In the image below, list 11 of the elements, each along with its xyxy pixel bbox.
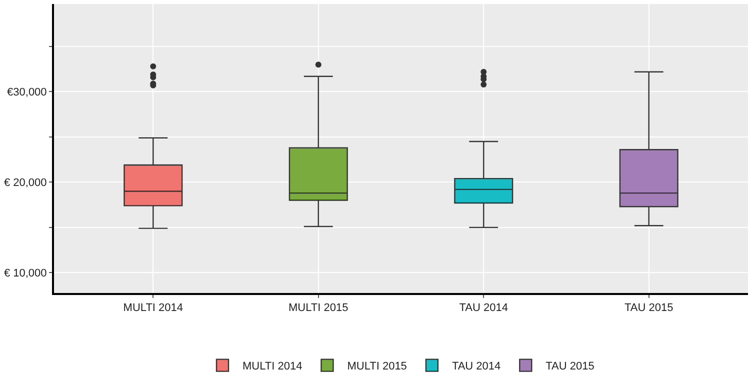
legend-label: MULTI 2015 [347,360,407,373]
x-tick-label: TAU 2014 [459,302,508,314]
y-tick-label: €30,000 [7,86,47,99]
legend-label: TAU 2014 [452,360,501,373]
y-tick-label: € 20,000 [4,177,47,190]
x-tick-label: TAU 2015 [624,302,674,314]
x-tick-label: MULTI 2015 [288,302,348,314]
legend-label: MULTI 2014 [242,360,302,373]
legend-label: TAU 2015 [546,360,594,373]
y-tick-label: € 10,000 [4,268,47,280]
x-tick-label: MULTI 2014 [123,302,183,314]
